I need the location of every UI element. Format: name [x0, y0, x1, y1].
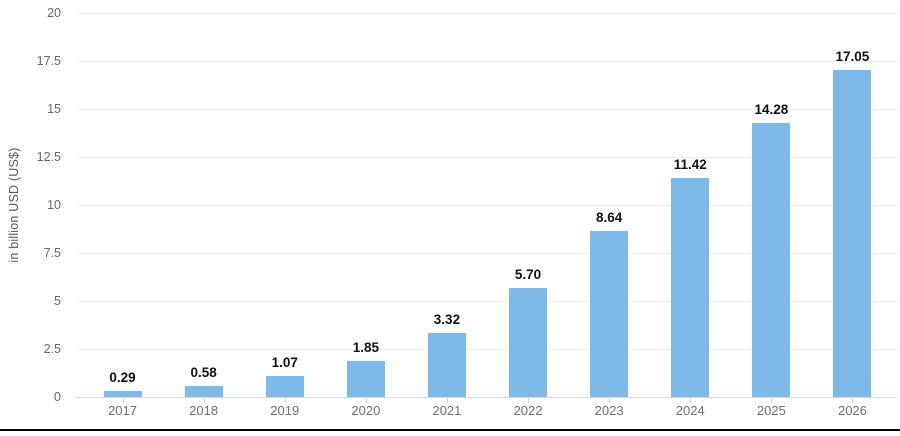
y-tick-label: 15	[47, 102, 61, 116]
x-tick-label: 2026	[837, 403, 867, 418]
bar-value-label: 11.42	[673, 156, 707, 172]
gridline	[77, 61, 897, 62]
axis-tick	[203, 397, 205, 403]
x-tick-label: 2018	[189, 403, 219, 418]
bar[interactable]	[590, 231, 629, 397]
bar[interactable]	[184, 385, 223, 397]
bar-value-label: 3.32	[433, 312, 461, 328]
x-tick-label: 2021	[432, 403, 462, 418]
x-tick-label: 2019	[270, 403, 300, 418]
bar-value-label: 14.28	[754, 101, 789, 117]
bar[interactable]	[427, 333, 466, 397]
bar-value-label: 17.05	[835, 48, 870, 64]
axis-tick	[365, 397, 367, 403]
gridline	[77, 301, 897, 302]
x-tick-label: 2022	[513, 403, 543, 418]
axis-tick	[122, 397, 124, 403]
x-tick-label: 2023	[594, 403, 624, 418]
bar-value-label: 1.85	[352, 340, 379, 356]
axis-tick	[284, 397, 286, 403]
x-tick-label: 2020	[351, 403, 381, 418]
bar-value-label: 5.70	[514, 266, 542, 282]
x-axis-line	[75, 397, 897, 398]
bar-value-label: 8.64	[596, 210, 623, 226]
y-tick-label: 12.5	[36, 150, 61, 164]
bar[interactable]	[752, 122, 791, 397]
bar[interactable]	[671, 177, 710, 397]
y-tick-label: 17.5	[36, 54, 61, 68]
y-tick-label: 2.5	[43, 342, 61, 356]
axis-tick	[852, 397, 854, 403]
bar[interactable]	[103, 391, 142, 397]
y-tick-label: 0	[54, 390, 61, 404]
gridline	[77, 349, 897, 350]
y-tick-label: 5	[54, 294, 61, 308]
gridline	[77, 205, 897, 206]
bar-value-label: 0.29	[109, 370, 136, 386]
bar[interactable]	[346, 361, 385, 397]
axis-tick	[771, 397, 773, 403]
gridline	[77, 109, 897, 110]
axis-tick	[690, 397, 692, 403]
y-tick-label: 10	[47, 198, 61, 212]
axis-tick	[528, 397, 530, 403]
axis-tick	[609, 397, 611, 403]
x-tick-label: 2025	[756, 403, 786, 418]
y-tick-label: 7.5	[43, 246, 61, 260]
bar-value-label: 1.07	[271, 355, 298, 371]
x-tick-label: 2024	[675, 403, 705, 418]
bar[interactable]	[509, 287, 548, 397]
gridline	[77, 253, 897, 254]
bar[interactable]	[265, 376, 304, 397]
bar[interactable]	[833, 69, 872, 397]
axis-tick	[446, 397, 448, 403]
bottom-border-line	[0, 429, 900, 431]
gridline	[77, 13, 897, 14]
gridline	[77, 157, 897, 158]
y-tick-label: 20	[47, 6, 61, 20]
x-tick-label: 2017	[108, 403, 137, 418]
bar-value-label: 0.58	[190, 364, 217, 380]
